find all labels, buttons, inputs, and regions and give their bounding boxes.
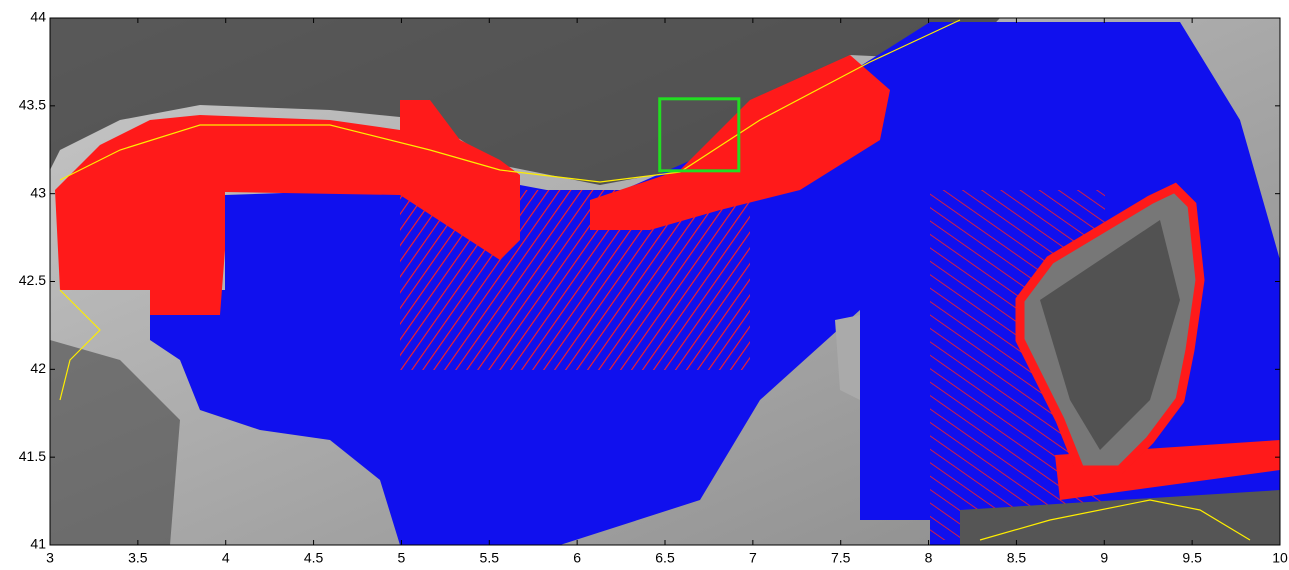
x-tick-label: 6 — [573, 550, 581, 566]
y-tick-label: 44 — [30, 9, 46, 25]
x-tick-label: 5.5 — [480, 550, 500, 566]
map-layers — [50, 18, 1280, 545]
x-tick-label: 3 — [46, 550, 54, 566]
x-tick-label: 9.5 — [1182, 550, 1202, 566]
y-tick-label: 43 — [30, 184, 46, 200]
x-tick-label: 7 — [749, 550, 757, 566]
x-tick-label: 4 — [222, 550, 230, 566]
x-tick-label: 6.5 — [655, 550, 675, 566]
x-tick-label: 4.5 — [304, 550, 324, 566]
y-tick-label: 41 — [30, 536, 46, 552]
x-tick-label: 8 — [925, 550, 933, 566]
x-tick-label: 9 — [1100, 550, 1108, 566]
map-figure: 3 3.5 4 4.5 5 5.5 6 6.5 7 7.5 8 8.5 9 9.5 10 41 41.5 42 42… — [0, 0, 1289, 570]
x-tick-label: 7.5 — [831, 550, 851, 566]
y-tick-label: 42 — [30, 360, 46, 376]
x-tick-label: 5 — [398, 550, 406, 566]
y-tick-label: 41.5 — [19, 448, 46, 464]
x-tick-label: 10 — [1272, 550, 1288, 566]
x-tick-label: 3.5 — [128, 550, 148, 566]
y-tick-label: 42.5 — [19, 272, 46, 288]
x-tick-label: 8.5 — [1007, 550, 1027, 566]
y-tick-label: 43.5 — [19, 97, 46, 113]
